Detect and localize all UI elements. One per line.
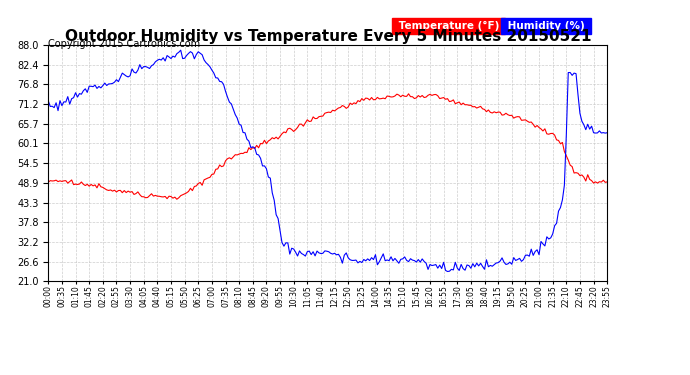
Text: Temperature (°F): Temperature (°F) (395, 21, 503, 31)
Title: Outdoor Humidity vs Temperature Every 5 Minutes 20150521: Outdoor Humidity vs Temperature Every 5 … (64, 29, 591, 44)
Text: Copyright 2015 Cartronics.com: Copyright 2015 Cartronics.com (48, 39, 200, 50)
Text: Humidity (%): Humidity (%) (504, 21, 588, 31)
